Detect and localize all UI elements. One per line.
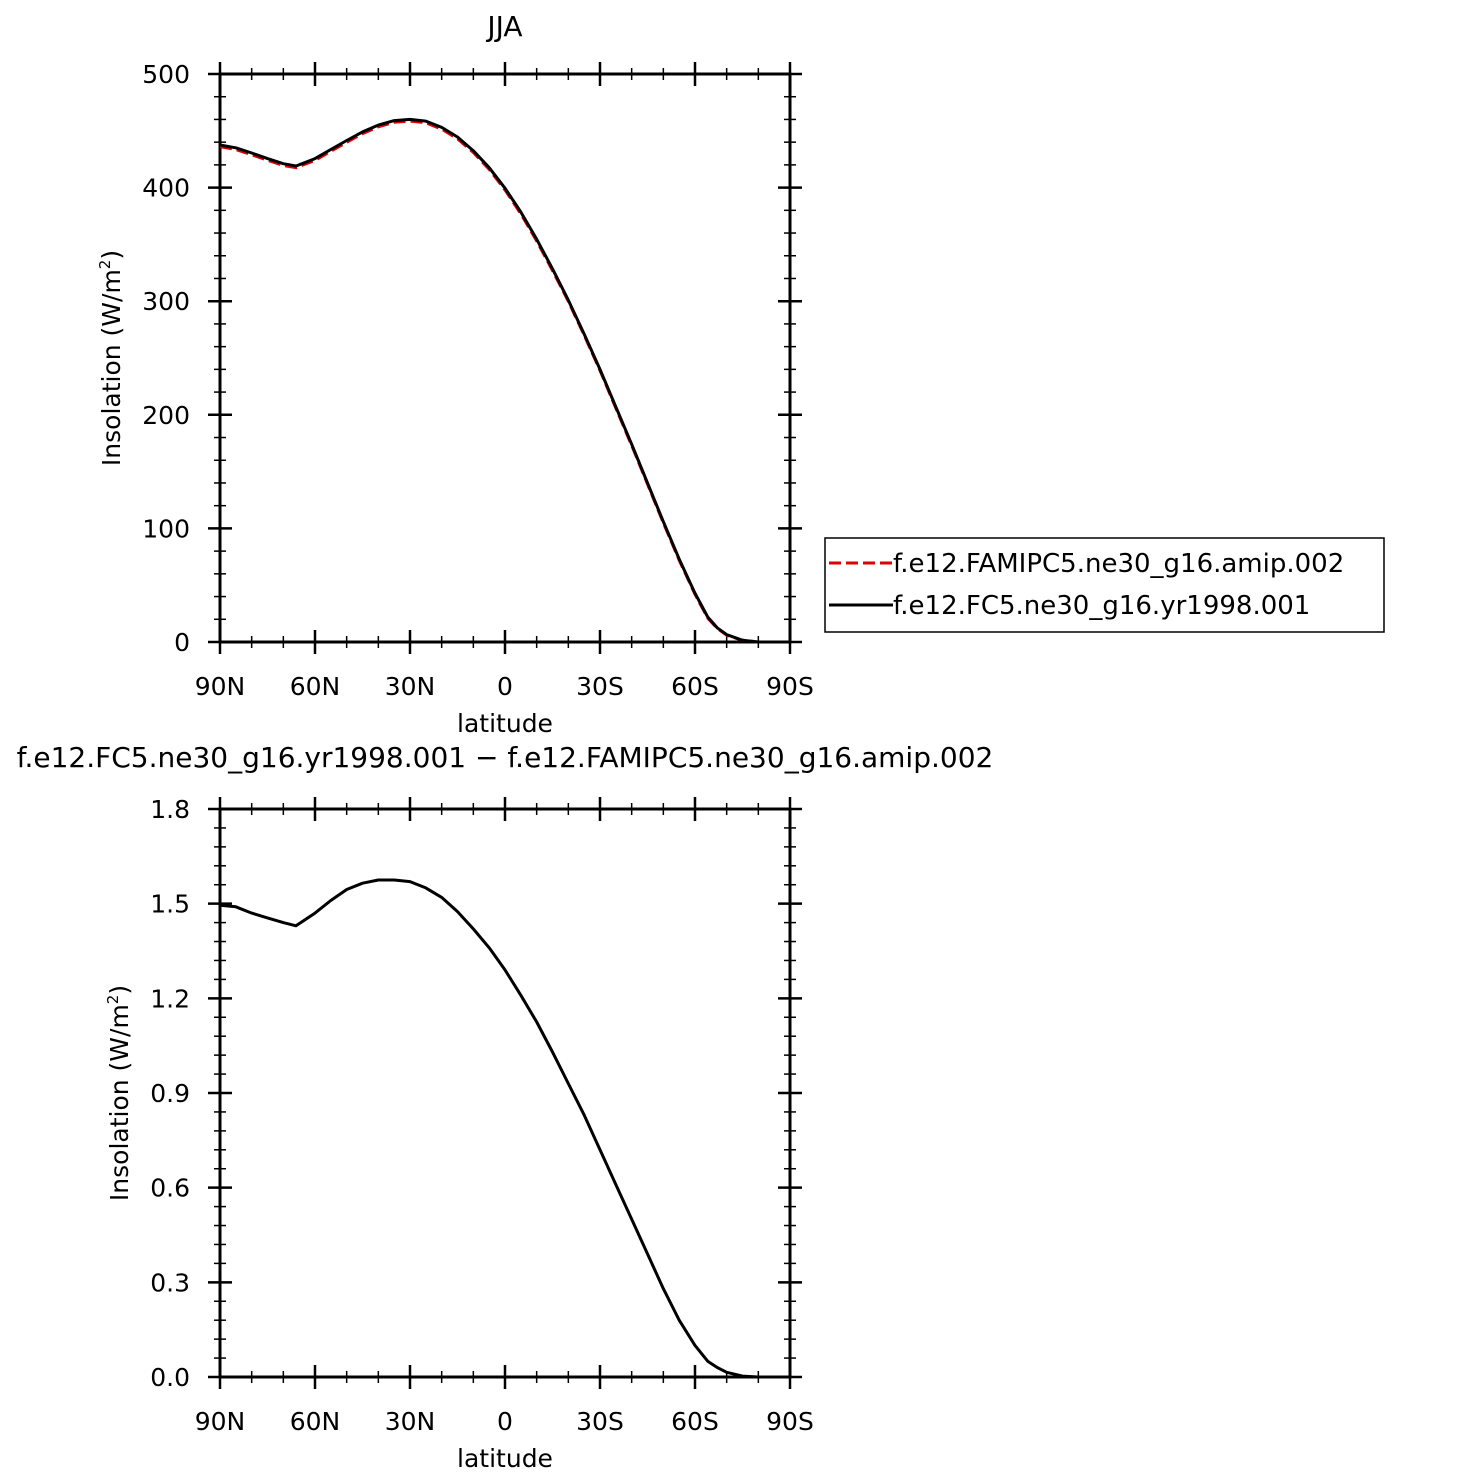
y-axis-label-main: Insolation (W/m xyxy=(97,269,126,466)
plot-frame xyxy=(218,807,792,1379)
difference-chart: f.e12.FC5.ne30_g16.yr1998.001 − f.e12.FA… xyxy=(17,741,994,1473)
y-tick-label: 1.5 xyxy=(150,890,190,919)
y-tick-label: 400 xyxy=(142,174,190,203)
y-tick-label: 0 xyxy=(174,628,190,657)
series-line xyxy=(219,878,790,1379)
y-axis-label-superscript: 2 xyxy=(96,260,114,270)
plot-area: 90N 60N 30N 0 30S 60S 90S 0 100 200 300 400 500 xyxy=(142,60,814,701)
x-tick-label: 90N xyxy=(195,672,246,701)
y-tick-label: 1.2 xyxy=(150,984,190,1013)
x-tick-label: 60N xyxy=(290,1407,341,1436)
x-tick-label: 30S xyxy=(576,672,624,701)
y-axis-label-close: ) xyxy=(105,985,134,995)
y-tick-label: 0.6 xyxy=(150,1174,190,1203)
chart-title: f.e12.FC5.ne30_g16.yr1998.001 − f.e12.FA… xyxy=(17,741,994,774)
x-tick-label: 90S xyxy=(766,1407,814,1436)
y-axis-label-close: ) xyxy=(97,250,126,260)
y-tick-label: 0.9 xyxy=(150,1079,190,1108)
legend-label-amip: f.e12.FAMIPC5.ne30_g16.amip.002 xyxy=(893,549,1344,579)
y-axis-label-main: Insolation (W/m xyxy=(105,1004,134,1201)
x-tick-label: 30N xyxy=(385,672,436,701)
y-tick-label: 0.0 xyxy=(150,1363,190,1392)
y-tick-label: 300 xyxy=(142,287,190,316)
y-tick-label: 1.8 xyxy=(150,795,190,824)
insolation-chart: JJA latitude Insolation (W/m2) 90N 60N 30N… xyxy=(96,10,1385,738)
y-tick-label: 200 xyxy=(142,401,190,430)
y-tick-label: 500 xyxy=(142,60,190,89)
y-tick-label: 100 xyxy=(142,514,190,543)
y-axis-label: Insolation (W/m2) xyxy=(104,985,134,1201)
x-tick-label: 0 xyxy=(497,1407,513,1436)
plot-frame xyxy=(218,72,792,644)
x-tick-label: 90N xyxy=(195,1407,246,1436)
series-line xyxy=(219,119,790,644)
legend-box xyxy=(824,537,1385,633)
legend-label-fc5: f.e12.FC5.ne30_g16.yr1998.001 xyxy=(893,591,1310,621)
x-tick-label: 30N xyxy=(385,1407,436,1436)
x-tick-label: 60S xyxy=(671,672,719,701)
x-tick-label: 60N xyxy=(290,672,341,701)
legend: f.e12.FAMIPC5.ne30_g16.amip.002 f.e12.FC… xyxy=(824,537,1385,633)
x-tick-label: 60S xyxy=(671,1407,719,1436)
x-tick-label: 30S xyxy=(576,1407,624,1436)
x-axis-label: latitude xyxy=(457,709,553,738)
y-tick-label: 0.3 xyxy=(150,1268,190,1297)
x-axis-label: latitude xyxy=(457,1444,553,1473)
x-tick-label: 90S xyxy=(766,672,814,701)
y-axis-label-superscript: 2 xyxy=(104,995,122,1005)
x-tick-label: 0 xyxy=(497,672,513,701)
y-axis-label: Insolation (W/m2) xyxy=(96,250,126,466)
plot-area: 90N 60N 30N 0 30S 60S 90S 0.0 0.3 0.6 0.9 1.2 1.5 1.8 xyxy=(150,795,814,1436)
series-line xyxy=(219,117,790,644)
chart-title: JJA xyxy=(485,10,522,43)
